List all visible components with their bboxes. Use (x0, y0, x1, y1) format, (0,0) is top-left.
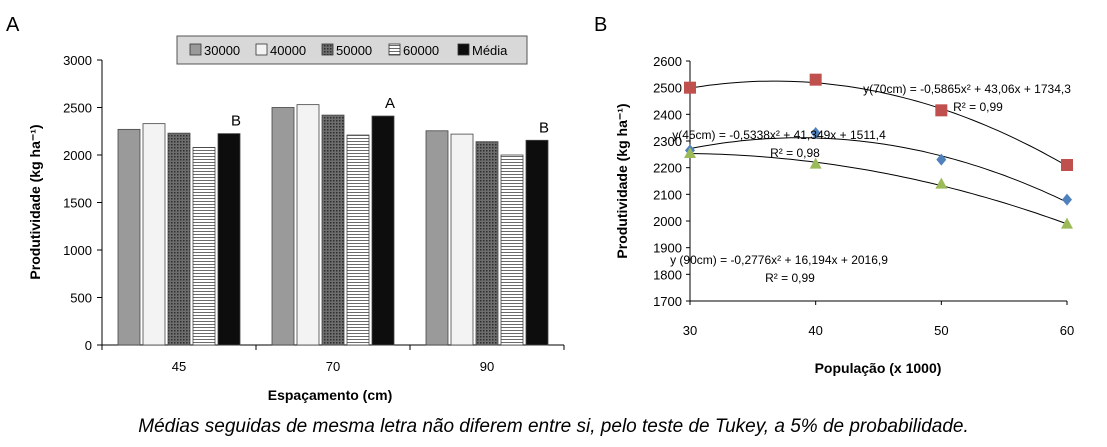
y-tick-label: 2300 (653, 134, 682, 149)
regression-equation: y(70cm) = -0,5865x² + 43,06x + 1734,3 (863, 82, 1071, 96)
y-tick-label: 2600 (653, 54, 682, 69)
y-tick-label: 0 (85, 338, 92, 353)
y-axis-title: Produtividade (kg ha⁻¹) (614, 103, 630, 258)
legend-label: 60000 (403, 43, 439, 58)
y-tick-label: 1700 (653, 294, 682, 309)
y-tick-label: 2500 (653, 81, 682, 96)
y-tick-label: 2100 (653, 187, 682, 202)
x-axis-title: População (x 1000) (815, 360, 942, 376)
bar (167, 132, 191, 346)
r-squared-label: R² = 0,99 (765, 271, 815, 285)
legend-label: 40000 (270, 43, 306, 58)
significance-letter: B (231, 113, 241, 130)
trend-line (690, 153, 1068, 225)
significance-letter: A (385, 95, 395, 112)
y-tick-label: 1800 (653, 267, 682, 282)
y-tick-label: 2000 (63, 148, 92, 163)
data-point (810, 127, 821, 139)
panel-label-b: B (594, 14, 608, 36)
y-tick-label: 3000 (63, 53, 92, 68)
bar (271, 107, 295, 346)
data-point (809, 73, 822, 86)
x-tick-label: 90 (480, 359, 494, 374)
y-axis-title: Produtividade (kg ha⁻¹) (27, 124, 43, 279)
data-point (1061, 217, 1073, 229)
legend-swatch (388, 43, 401, 56)
regression-equation: y(45cm) = -0,5338x² + 41,349x + 1511,4 (672, 128, 886, 142)
y-tick-label: 2000 (653, 214, 682, 229)
data-point (809, 157, 822, 169)
bar (117, 128, 141, 346)
y-tick-label: 1900 (653, 241, 682, 256)
legend-swatch (321, 43, 334, 56)
data-point (1061, 159, 1073, 171)
legend-swatch (457, 43, 470, 56)
bar (217, 133, 241, 346)
y-tick-label: 2200 (653, 161, 682, 176)
trend-line (689, 137, 1068, 203)
r-squared-label: R² = 0,99 (953, 100, 1003, 114)
legend-label: 50000 (336, 43, 372, 58)
data-point (935, 177, 948, 189)
bar (192, 146, 216, 346)
data-point (1062, 193, 1072, 206)
bar (321, 114, 345, 346)
y-tick-label: 1000 (63, 243, 92, 258)
x-axis-title: Espaçamento (cm) (268, 387, 392, 403)
x-tick-label: 50 (934, 323, 948, 338)
bar (425, 130, 449, 346)
y-tick-label: 2500 (63, 101, 92, 116)
bar (500, 154, 524, 346)
data-point (936, 153, 947, 166)
legend-swatch (255, 43, 268, 56)
y-tick-label: 500 (70, 291, 92, 306)
data-point (935, 104, 948, 117)
bar (450, 133, 474, 346)
trend-line (689, 80, 1068, 167)
y-tick-label: 1500 (63, 196, 92, 211)
legend-label: Média (472, 43, 508, 58)
legend-label: 30000 (204, 43, 240, 58)
figure-caption: Médias seguidas de mesma letra não difer… (138, 416, 969, 437)
x-tick-label: 60 (1060, 323, 1074, 338)
legend-swatch (189, 43, 202, 56)
x-tick-label: 40 (808, 323, 822, 338)
regression-equation: y (90cm) = -0,2776x² + 16,194x + 2016,9 (670, 253, 888, 267)
bar (346, 134, 370, 346)
bar (142, 123, 166, 346)
panel-label-a: A (6, 14, 20, 36)
data-point (684, 147, 696, 158)
x-tick-label: 30 (683, 323, 697, 338)
bar (371, 115, 395, 346)
significance-letter: B (539, 119, 549, 136)
x-tick-label: 70 (326, 359, 340, 374)
bar-chart-spacing: 0 500 1000 1500 2000 2500 3000 B 45 A 70 B 90 Espaçam… (27, 35, 565, 403)
bar (475, 141, 499, 346)
data-point (684, 81, 696, 94)
bar (296, 104, 320, 346)
y-tick-label: 2400 (653, 107, 682, 122)
bar (525, 139, 549, 346)
scatter-chart-population: 1700 1800 1900 2000 2100 2200 2300 2400 2500 2600… (614, 54, 1074, 376)
r-squared-label: R² = 0,98 (770, 146, 820, 160)
x-tick-label: 45 (172, 359, 186, 374)
